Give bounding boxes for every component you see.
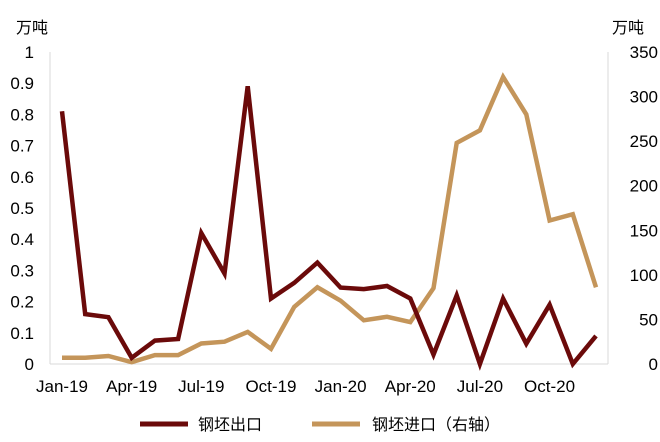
y-right-tick-label: 50 <box>639 310 658 329</box>
series-line-export <box>59 86 598 371</box>
x-tick-label: Oct-19 <box>245 377 296 396</box>
y-right-tick-label: 150 <box>630 221 658 240</box>
x-axis: Jan-19 Apr-19 Jul-19 Oct-19 Jan-20 Apr-20 Jul-… <box>36 377 575 396</box>
y-left-tick-label: 0.1 <box>10 324 34 343</box>
y-left-tick-label: 0.9 <box>10 74 34 93</box>
y-left-tick-label: 0 <box>25 355 34 374</box>
y-right-tick-label: 300 <box>630 88 658 107</box>
right-unit-label: 万吨 <box>612 18 644 37</box>
legend: 钢坯出口 钢坯进口（右轴） <box>140 415 500 434</box>
y-left-tick-label: 0.5 <box>10 199 34 218</box>
legend-label-import: 钢坯进口（右轴） <box>372 415 500 434</box>
y-right-tick-label: 200 <box>630 177 658 196</box>
x-tick-label: Jan-19 <box>36 377 88 396</box>
y-left-tick-label: 0.3 <box>10 261 34 280</box>
y-left-tick-label: 0.6 <box>10 168 34 187</box>
left-unit-label: 万吨 <box>16 18 48 37</box>
y-left-tick-label: 0.2 <box>10 293 34 312</box>
y-left-tick-label: 0.8 <box>10 105 34 124</box>
y-right-axis: 0 50 100 150 200 250 300 350 <box>630 43 658 374</box>
y-right-tick-label: 250 <box>630 132 658 151</box>
y-left-axis: 0 0.1 0.2 0.3 0.4 0.5 0.6 0.7 0.8 0.9 1 <box>10 43 34 374</box>
y-right-tick-label: 100 <box>630 266 658 285</box>
x-tick-label: Jan-20 <box>315 377 367 396</box>
x-tick-label: Jul-19 <box>178 377 224 396</box>
y-left-tick-label: 0.7 <box>10 137 34 156</box>
y-left-tick-label: 0.4 <box>10 230 34 249</box>
y-right-tick-label: 0 <box>649 355 658 374</box>
x-tick-label: Apr-19 <box>106 377 157 396</box>
x-tick-label: Jul-20 <box>457 377 503 396</box>
series-layer <box>59 72 599 371</box>
x-tick-label: Oct-20 <box>524 377 575 396</box>
legend-label-export: 钢坯出口 <box>198 415 262 434</box>
y-right-tick-label: 350 <box>630 43 658 62</box>
y-left-tick-label: 1 <box>25 43 34 62</box>
x-tick-label: Apr-20 <box>385 377 436 396</box>
series-line-import <box>62 72 599 365</box>
